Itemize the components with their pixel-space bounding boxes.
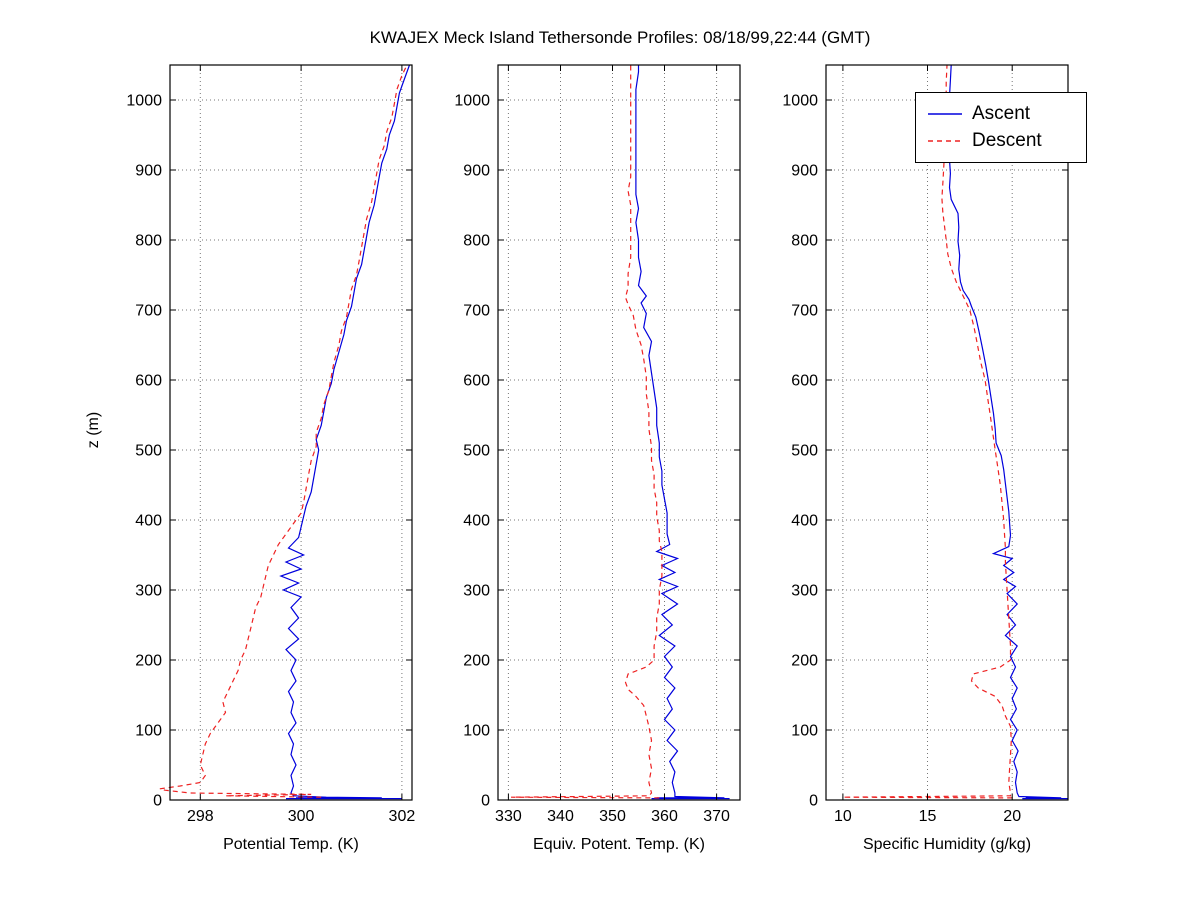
y-tick-label: 0 bbox=[809, 793, 818, 810]
legend-label-ascent: Ascent bbox=[972, 102, 1031, 124]
x-tick-label: 20 bbox=[1003, 808, 1021, 825]
series-descent-line bbox=[842, 64, 1013, 799]
y-tick-label: 400 bbox=[135, 513, 162, 530]
y-tick-label: 400 bbox=[791, 513, 818, 530]
y-tick-label: 400 bbox=[463, 513, 490, 530]
y-tick-label: 200 bbox=[135, 653, 162, 670]
y-tick-label: 700 bbox=[463, 303, 490, 320]
y-tick-label: 900 bbox=[135, 163, 162, 180]
x-axis-label-specific-humidity: Specific Humidity (g/kg) bbox=[862, 836, 1032, 853]
y-tick-label: 100 bbox=[135, 723, 162, 740]
x-tick-label: 10 bbox=[834, 808, 852, 825]
y-tick-label: 1000 bbox=[782, 93, 818, 110]
panel-2: 330 340 350 360 370 0 100 200 300 400 500 600 700 800… bbox=[454, 64, 741, 825]
y-tick-label: 1000 bbox=[454, 93, 490, 110]
y-tick-label: 900 bbox=[463, 163, 490, 180]
y-tick-label: 1000 bbox=[126, 93, 162, 110]
y-tick-label: 200 bbox=[463, 653, 490, 670]
y-tick-label: 700 bbox=[135, 303, 162, 320]
y-tick-label: 800 bbox=[463, 233, 490, 250]
x-tick-label: 360 bbox=[651, 808, 678, 825]
y-tick-label: 500 bbox=[135, 443, 162, 460]
x-tick-label: 330 bbox=[495, 808, 522, 825]
series-ascent-line bbox=[635, 65, 730, 800]
ascent-line-sample-icon bbox=[928, 112, 962, 115]
legend-label-descent: Descent bbox=[972, 129, 1042, 151]
x-tick-label: 300 bbox=[288, 808, 315, 825]
x-tick-label: 15 bbox=[919, 808, 937, 825]
x-axis-label-equiv-potent-temp: Equiv. Potent. Temp. (K) bbox=[533, 836, 705, 853]
series-ascent-line bbox=[279, 64, 411, 800]
series-descent-line bbox=[510, 65, 663, 799]
y-tick-label: 600 bbox=[463, 373, 490, 390]
x-tick-label: 302 bbox=[389, 808, 416, 825]
descent-line-sample-icon bbox=[928, 139, 962, 142]
y-tick-label: 300 bbox=[463, 583, 490, 600]
axes-box bbox=[169, 64, 413, 801]
y-tick-label: 500 bbox=[791, 443, 818, 460]
y-tick-label: 600 bbox=[791, 373, 818, 390]
chart-title: KWAJEX Meck Island Tethersonde Profiles:… bbox=[369, 28, 871, 47]
x-tick-label: 350 bbox=[599, 808, 626, 825]
axes-box bbox=[825, 64, 1069, 801]
y-tick-label: 0 bbox=[481, 793, 490, 810]
legend-item-descent: Descent bbox=[926, 127, 1076, 154]
y-tick-label: 100 bbox=[791, 723, 818, 740]
y-tick-label: 300 bbox=[135, 583, 162, 600]
series-descent-line bbox=[159, 64, 408, 798]
y-tick-label: 200 bbox=[791, 653, 818, 670]
y-tick-label: 800 bbox=[135, 233, 162, 250]
series-ascent-line bbox=[948, 64, 1069, 800]
legend: Ascent Descent bbox=[915, 92, 1087, 163]
y-tick-label: 600 bbox=[135, 373, 162, 390]
y-tick-label: 100 bbox=[463, 723, 490, 740]
legend-item-ascent: Ascent bbox=[926, 100, 1076, 127]
y-tick-label: 900 bbox=[791, 163, 818, 180]
axes-box bbox=[497, 64, 741, 801]
y-tick-label: 0 bbox=[153, 793, 162, 810]
y-tick-label: 700 bbox=[791, 303, 818, 320]
x-tick-label: 370 bbox=[703, 808, 730, 825]
panel-1: 298 300 302 0 100 200 300 400 500 600 700 800 900 100… bbox=[126, 64, 416, 825]
y-tick-label: 300 bbox=[791, 583, 818, 600]
x-axis-label-potential-temp: Potential Temp. (K) bbox=[223, 836, 359, 853]
x-tick-label: 298 bbox=[187, 808, 214, 825]
x-tick-label: 340 bbox=[547, 808, 574, 825]
y-tick-label: 800 bbox=[791, 233, 818, 250]
y-tick-label: 500 bbox=[463, 443, 490, 460]
